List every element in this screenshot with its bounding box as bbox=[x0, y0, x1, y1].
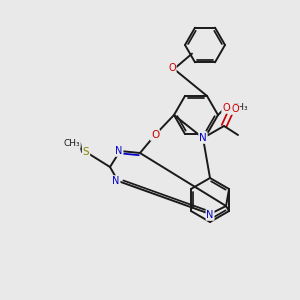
Text: S: S bbox=[83, 147, 89, 157]
Text: O: O bbox=[151, 130, 159, 140]
Text: N: N bbox=[115, 146, 123, 156]
Text: N: N bbox=[112, 176, 120, 186]
Text: O: O bbox=[231, 104, 239, 114]
Text: CH₃: CH₃ bbox=[232, 103, 248, 112]
Text: N: N bbox=[206, 210, 214, 220]
Text: O: O bbox=[222, 103, 230, 113]
Text: N: N bbox=[199, 133, 207, 143]
Text: O: O bbox=[168, 63, 176, 73]
Text: CH₃: CH₃ bbox=[64, 139, 80, 148]
